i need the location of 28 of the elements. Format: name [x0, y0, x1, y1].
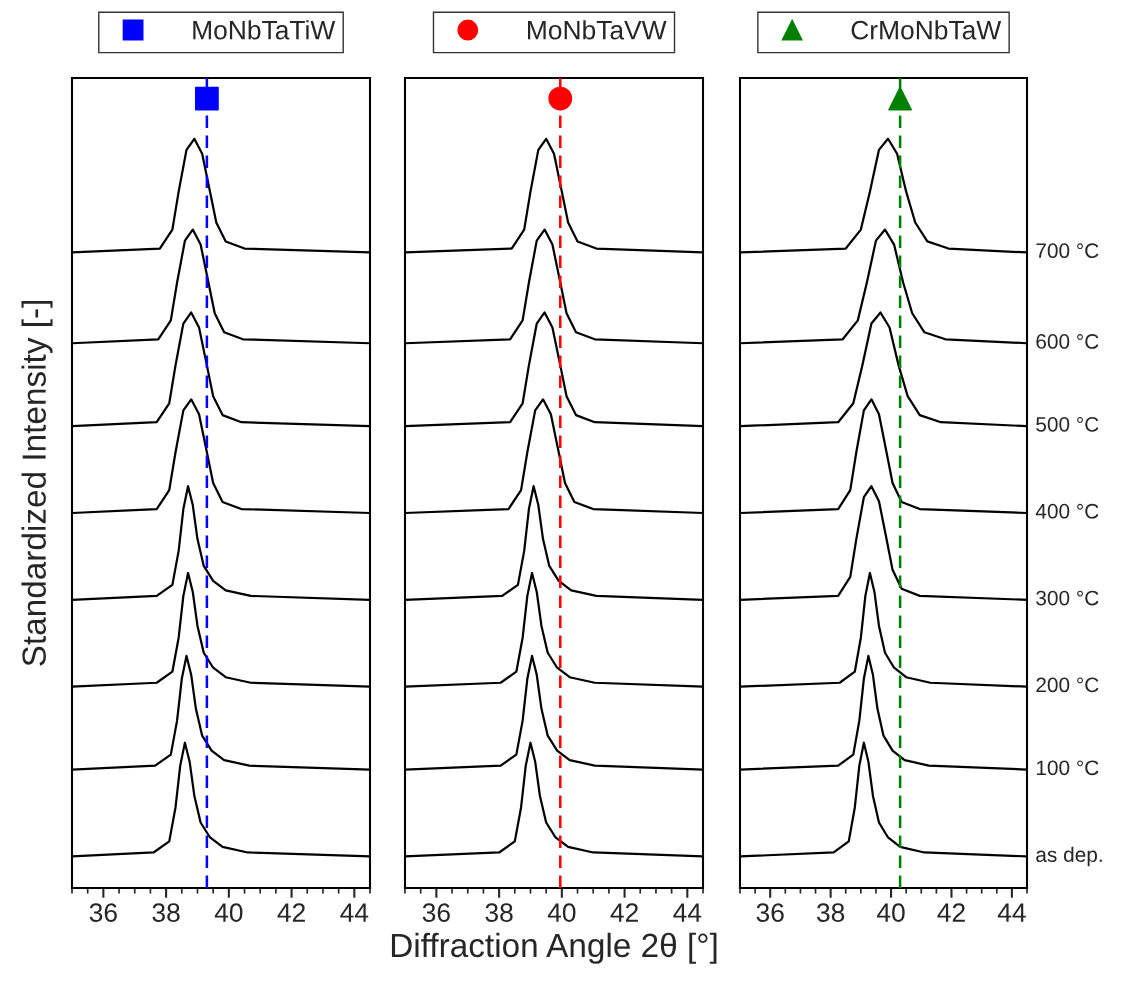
series-label: 700 °C [1036, 243, 1099, 259]
series-label: 600 °C [1036, 334, 1099, 349]
series-label: 200 °C [1036, 677, 1099, 693]
series-label: as dep. [1036, 846, 1102, 867]
y-axis-title: Standardized Intensity [-] [21, 301, 53, 666]
x-tick-label: 36 [756, 903, 784, 922]
series-label: 500 °C [1036, 417, 1099, 432]
x-tick-label: 44 [673, 903, 702, 922]
legend-label: MoNbTaVW [528, 20, 667, 40]
series-label: 300 °C [1036, 590, 1099, 606]
x-tick-label: 42 [937, 903, 965, 922]
x-tick-label: 36 [422, 903, 450, 922]
x-tick-label: 38 [816, 903, 845, 922]
x-axis-title: Diffraction Angle 2θ [°] [391, 932, 717, 964]
series-label: 400 °C [1035, 503, 1099, 519]
x-tick-label: 44 [340, 903, 369, 922]
x-tick-label: 38 [152, 903, 180, 922]
x-tick-label: 42 [277, 903, 305, 922]
x-tick-label: 44 [997, 903, 1026, 922]
series-label: 100 °C [1036, 760, 1099, 776]
x-tick-label: 40 [214, 903, 243, 922]
x-tick-label: 42 [610, 903, 638, 922]
x-tick-label: 40 [547, 903, 576, 922]
x-tick-label: 38 [485, 903, 513, 922]
legend-label: MoNbTaTiW [193, 20, 336, 40]
legend-label: CrMoNbTaW [851, 20, 1002, 40]
x-tick-label: 36 [89, 903, 117, 922]
x-tick-label: 40 [876, 903, 905, 922]
